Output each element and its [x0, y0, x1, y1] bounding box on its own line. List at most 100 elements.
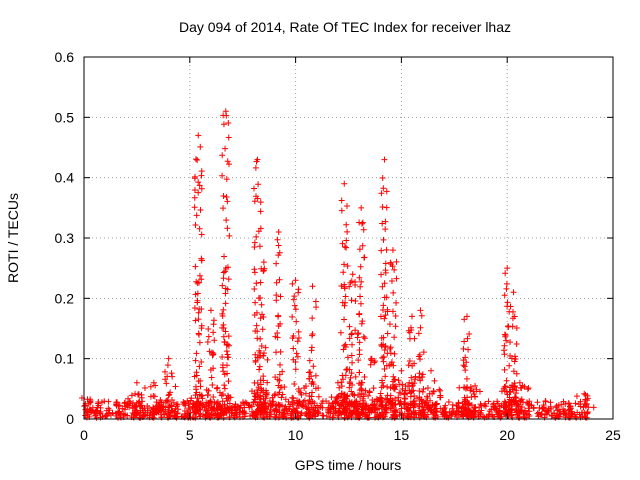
data-point	[501, 398, 508, 405]
data-point	[437, 394, 444, 401]
data-point	[352, 327, 359, 334]
data-point	[468, 394, 475, 401]
data-point	[291, 302, 298, 309]
data-point	[243, 400, 250, 407]
data-point	[412, 373, 419, 380]
data-point	[165, 355, 172, 362]
data-point	[378, 247, 385, 254]
data-point	[295, 335, 302, 342]
data-point	[371, 407, 378, 414]
data-point	[460, 362, 467, 369]
data-point	[391, 266, 398, 273]
data-point	[181, 399, 188, 406]
data-point	[359, 242, 366, 249]
data-point	[327, 406, 334, 413]
data-point	[379, 175, 386, 182]
data-point	[191, 373, 198, 380]
data-point	[503, 280, 510, 287]
data-point	[256, 363, 263, 370]
data-point	[357, 293, 364, 300]
data-point	[187, 397, 194, 404]
data-point	[294, 353, 301, 360]
data-point	[525, 384, 532, 391]
data-point	[416, 414, 423, 421]
data-point	[388, 277, 395, 284]
data-point	[252, 299, 259, 306]
data-point	[210, 351, 217, 358]
y-tick-label: 0	[66, 411, 74, 427]
data-point	[275, 382, 282, 389]
data-point	[431, 377, 438, 384]
data-point	[509, 386, 516, 393]
data-point	[273, 279, 280, 286]
data-point	[534, 399, 541, 406]
data-point	[162, 368, 169, 375]
data-point	[445, 399, 452, 406]
data-point	[391, 401, 398, 408]
data-point	[194, 157, 201, 164]
data-point	[433, 400, 440, 407]
data-point	[342, 408, 349, 415]
data-point	[560, 410, 567, 417]
data-point	[285, 398, 292, 405]
data-point	[341, 342, 348, 349]
data-point	[386, 321, 393, 328]
data-point	[253, 309, 260, 316]
data-point	[464, 394, 471, 401]
data-point	[492, 407, 499, 414]
data-point	[395, 377, 402, 384]
data-point	[204, 409, 211, 416]
data-point	[187, 409, 194, 416]
data-point	[338, 197, 345, 204]
data-point	[513, 397, 520, 404]
data-point	[383, 246, 390, 253]
data-point	[460, 345, 467, 352]
data-point	[220, 333, 227, 340]
data-point	[503, 377, 510, 384]
data-point	[323, 398, 330, 405]
data-point	[273, 292, 280, 299]
data-point	[361, 254, 368, 261]
data-point	[524, 386, 531, 393]
data-point	[229, 409, 236, 416]
data-point	[384, 306, 391, 313]
data-point	[565, 407, 572, 414]
data-point	[360, 333, 367, 340]
data-point	[222, 285, 229, 292]
data-point	[356, 311, 363, 318]
y-tick-label: 0.5	[55, 109, 75, 125]
data-point	[347, 400, 354, 407]
data-point	[264, 356, 271, 363]
data-point	[420, 407, 427, 414]
data-point	[257, 295, 264, 302]
data-point	[504, 265, 511, 272]
data-point	[367, 361, 374, 368]
data-point	[380, 185, 387, 192]
data-point	[389, 381, 396, 388]
data-point	[252, 164, 259, 171]
data-point	[407, 389, 414, 396]
data-point	[339, 240, 346, 247]
data-point	[562, 401, 569, 408]
data-point	[168, 370, 175, 377]
data-point	[254, 387, 261, 394]
data-point	[461, 316, 468, 323]
data-point	[198, 185, 205, 192]
data-point	[225, 333, 232, 340]
data-point	[224, 198, 231, 205]
data-point	[382, 260, 389, 267]
data-point	[473, 386, 480, 393]
data-point	[504, 391, 511, 398]
data-point	[151, 393, 158, 400]
data-point	[192, 317, 199, 324]
data-point	[302, 390, 309, 397]
data-point	[461, 363, 468, 370]
data-point	[378, 341, 385, 348]
data-point	[417, 377, 424, 384]
axis-ticks: 0 5 10 15 20 25 0 0.1 0.2 0.3 0.4 0.5 0.6	[55, 49, 621, 443]
data-point	[261, 414, 268, 421]
data-point	[242, 410, 249, 417]
data-point	[342, 372, 349, 379]
data-point	[409, 401, 416, 408]
data-point	[224, 264, 231, 271]
